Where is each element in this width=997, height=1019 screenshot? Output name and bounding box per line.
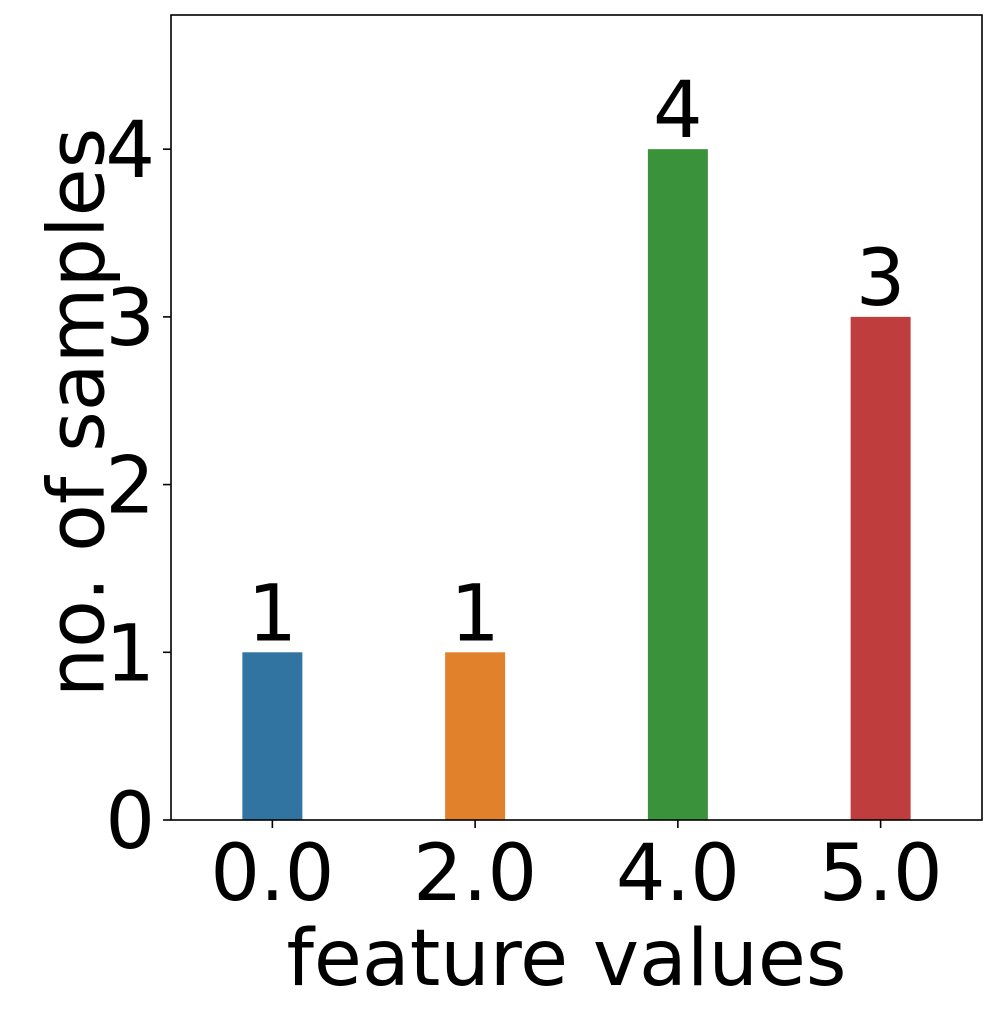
- y-axis-title: no. of samples: [32, 128, 122, 698]
- y-tick-label: 2: [105, 442, 155, 532]
- y-tick-label: 0: [105, 777, 155, 867]
- y-tick-label: 1: [105, 609, 155, 699]
- data-label-0.0: 1: [248, 569, 298, 659]
- y-axis: 0 1 2 3 4: [105, 106, 171, 867]
- x-tick-label: 0.0: [210, 829, 334, 919]
- data-label-4.0: 4: [653, 66, 703, 156]
- x-axis-title: feature values: [286, 914, 846, 1004]
- bar-5.0: [850, 316, 911, 820]
- plot-frame: [170, 14, 983, 821]
- y-tick-label: 3: [105, 274, 155, 364]
- data-label-2.0: 1: [450, 569, 500, 659]
- data-labels-group: 1 1 4 3: [248, 66, 906, 659]
- bar-0.0: [242, 652, 303, 820]
- bar-2.0: [445, 652, 506, 820]
- x-tick-label: 4.0: [616, 829, 740, 919]
- data-label-5.0: 3: [856, 234, 906, 324]
- x-tick-label: 2.0: [413, 829, 537, 919]
- bar-4.0: [647, 149, 708, 820]
- bars-group: [242, 149, 911, 820]
- x-tick-label: 5.0: [819, 829, 943, 919]
- x-axis: 0.0 2.0 4.0 5.0: [210, 820, 943, 919]
- y-tick-label: 4: [105, 106, 155, 196]
